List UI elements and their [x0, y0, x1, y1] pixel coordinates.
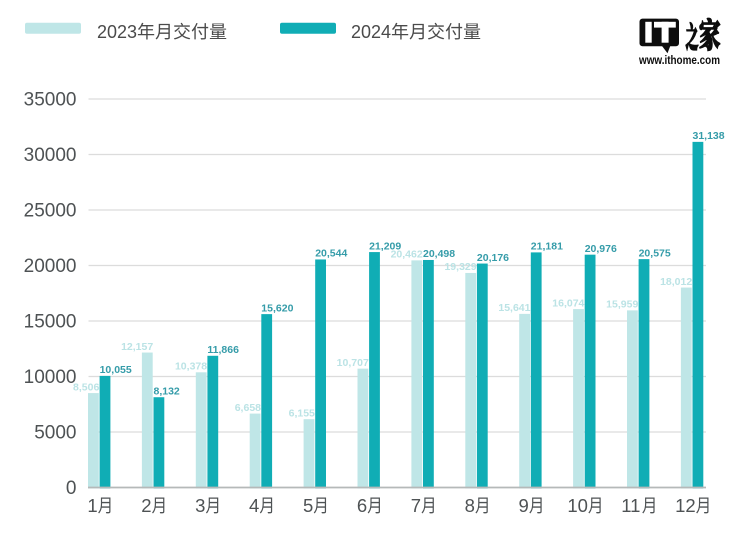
svg-text:15,641: 15,641: [498, 302, 530, 314]
svg-text:9: 9: [519, 495, 529, 516]
svg-text:35000: 35000: [24, 90, 77, 111]
svg-text:25000: 25000: [24, 201, 77, 222]
svg-text:6: 6: [357, 495, 367, 516]
svg-text:19,329: 19,329: [444, 261, 476, 273]
svg-text:20,575: 20,575: [639, 247, 671, 259]
svg-text:10000: 10000: [24, 367, 77, 388]
svg-text:15,620: 15,620: [261, 302, 293, 314]
svg-text:0: 0: [66, 478, 77, 499]
svg-text:11: 11: [621, 495, 640, 516]
svg-text:15000: 15000: [24, 312, 77, 333]
svg-text:2024: 2024: [351, 22, 391, 42]
svg-text:10,707: 10,707: [337, 357, 369, 369]
svg-text:5: 5: [303, 495, 313, 516]
svg-text:10,055: 10,055: [100, 364, 132, 376]
svg-text:5000: 5000: [34, 423, 76, 444]
svg-text:20,544: 20,544: [315, 248, 347, 260]
svg-text:www.ithome.com: www.ithome.com: [638, 55, 720, 67]
svg-text:10: 10: [567, 495, 588, 516]
svg-text:20000: 20000: [24, 256, 77, 277]
svg-text:7: 7: [411, 495, 421, 516]
svg-text:6,155: 6,155: [289, 407, 315, 419]
svg-text:21,209: 21,209: [369, 240, 401, 252]
svg-text:8: 8: [465, 495, 475, 516]
svg-text:20,462: 20,462: [391, 249, 423, 261]
svg-text:18,012: 18,012: [660, 276, 692, 288]
svg-text:30000: 30000: [24, 145, 77, 166]
svg-text:12: 12: [675, 495, 696, 516]
svg-text:20,498: 20,498: [423, 248, 455, 260]
svg-text:6,658: 6,658: [235, 402, 261, 414]
svg-text:20,176: 20,176: [477, 252, 509, 264]
svg-text:8,132: 8,132: [154, 385, 180, 397]
svg-text:31,138: 31,138: [693, 130, 725, 142]
svg-text:15,959: 15,959: [606, 299, 638, 311]
svg-text:11,866: 11,866: [207, 344, 239, 356]
svg-text:20,976: 20,976: [585, 243, 617, 255]
svg-text:16,074: 16,074: [552, 297, 584, 309]
svg-text:1: 1: [87, 495, 97, 516]
svg-text:21,181: 21,181: [531, 241, 563, 253]
svg-text:3: 3: [195, 495, 205, 516]
svg-text:12,157: 12,157: [121, 341, 153, 353]
svg-text:2: 2: [141, 495, 151, 516]
svg-text:4: 4: [249, 495, 259, 516]
svg-text:8,506: 8,506: [73, 381, 99, 393]
svg-text:10,378: 10,378: [175, 361, 207, 373]
svg-text:2023: 2023: [97, 22, 137, 42]
